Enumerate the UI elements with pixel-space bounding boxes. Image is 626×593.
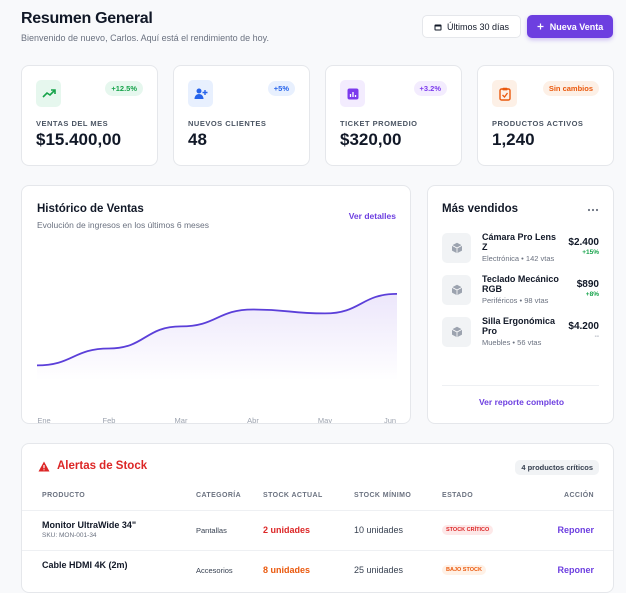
divider xyxy=(442,385,599,386)
kpi-icon xyxy=(36,80,61,107)
x-tick-label: May xyxy=(318,416,332,424)
chart-title: Histórico de Ventas xyxy=(37,203,144,215)
box-icon xyxy=(451,326,462,338)
dashboard: Resumen General Bienvenido de nuevo, Car… xyxy=(21,10,614,593)
chart-link[interactable]: Ver detalles xyxy=(348,211,396,221)
icon xyxy=(194,88,207,99)
stock-current: 8 unidades xyxy=(263,565,311,575)
date-range-button[interactable]: Últimos 30 días xyxy=(422,15,521,38)
kpi-icon xyxy=(492,80,517,107)
stock-current: 2 unidades xyxy=(263,525,311,535)
product-name: Cable HDMI 4K (2m) xyxy=(42,560,128,570)
row-divider xyxy=(22,550,613,551)
calendar-icon xyxy=(434,24,442,30)
kpi-icon xyxy=(340,80,365,107)
line-chart: Ene Feb Mar Abr May Jun xyxy=(36,293,398,424)
product-name: Cámara Pro Lens Z xyxy=(482,232,557,252)
area xyxy=(37,293,397,381)
kpi-change: +12.5% xyxy=(105,81,143,96)
restock-action[interactable]: Reponer xyxy=(557,565,594,575)
kpi-label: PRODUCTOS ACTIVOS xyxy=(492,119,584,128)
sales-chart-card: Histórico de Ventas Evolución de ingreso… xyxy=(21,185,411,424)
product-sku: SKU: MON-001-34 xyxy=(42,532,97,539)
kpi-value: 1,240 xyxy=(492,130,535,149)
product-change: -- xyxy=(594,333,599,340)
x-tick-label: Ene xyxy=(37,416,50,424)
product-price: $890 xyxy=(576,279,599,290)
kpi-change: +3.2% xyxy=(413,81,447,96)
kpi-icon xyxy=(188,80,213,107)
x-tick-label: Mar xyxy=(175,416,188,424)
chart-subtitle: Evolución de ingresos en los últimos 6 m… xyxy=(37,220,209,230)
kpi-value: $15.400,00 xyxy=(36,130,122,149)
icon xyxy=(498,87,511,101)
category: Pantallas xyxy=(196,526,227,535)
column-header: CATEGORÍA xyxy=(196,492,242,499)
date-range-label: Últimos 30 días xyxy=(446,21,510,32)
page: Resumen General {"header": {"title": "Re… xyxy=(21,10,614,593)
stock-minimum: 25 unidades xyxy=(354,565,404,575)
status-pill: STOCK CRÍTICO xyxy=(442,525,494,535)
new-sale-label: Nueva Venta xyxy=(549,21,604,32)
product-name: Monitor UltraWide 34" xyxy=(42,520,137,530)
product-price: $2.400 xyxy=(568,237,599,248)
kpi-label: VENTAS DEL MES xyxy=(36,119,109,128)
x-tick-label: Abr xyxy=(247,416,259,424)
product-meta: Periféricos • 98 vtas xyxy=(482,296,549,305)
product-change: +15% xyxy=(582,249,599,256)
kpi-card: +12.5% VENTAS DEL MES $15.400,00 xyxy=(21,65,158,166)
more-icon[interactable] xyxy=(587,208,599,212)
product-icon xyxy=(442,317,471,347)
stock-alerts-card: Alertas de Stock 4 productos críticos PR… xyxy=(21,443,614,593)
stock-alerts-title: Alertas de Stock xyxy=(57,460,148,472)
kpi-value: $320,00 xyxy=(340,130,402,149)
plus-icon xyxy=(537,23,544,30)
icon xyxy=(347,88,358,99)
kpi-change: +5% xyxy=(267,81,295,96)
category: Accesorios xyxy=(196,566,233,575)
row-divider xyxy=(22,510,613,511)
report-link[interactable]: Ver reporte completo xyxy=(478,397,565,407)
product-icon xyxy=(442,233,471,263)
kpi-card: Sin cambios PRODUCTOS ACTIVOS 1,240 xyxy=(477,65,614,166)
column-header: STOCK MÍNIMO xyxy=(354,492,412,499)
column-header: STOCK ACTUAL xyxy=(263,492,323,499)
warning-icon xyxy=(38,461,50,472)
product-meta: Electrónica • 142 vtas xyxy=(482,254,555,263)
critical-badge: 4 productos críticos xyxy=(515,460,599,475)
product-change: +8% xyxy=(585,291,599,298)
product-icon xyxy=(442,275,471,305)
kpi-value: 48 xyxy=(188,130,207,149)
kpi-label: TICKET PROMEDIO xyxy=(340,119,418,128)
product-name: Silla Ergonómica Pro xyxy=(482,316,556,336)
page-subtitle: Bienvenido de nuevo, Carlos. Aquí está e… xyxy=(21,33,269,43)
box-icon xyxy=(451,242,462,254)
kpi-label: NUEVOS CLIENTES xyxy=(188,119,267,128)
box-icon xyxy=(451,284,462,296)
x-tick-label: Jun xyxy=(384,416,396,424)
column-header: ESTADO xyxy=(442,492,474,499)
sales-line xyxy=(36,293,398,367)
kpi-card: +5% NUEVOS CLIENTES 48 xyxy=(173,65,310,166)
column-header: ACCIÓN xyxy=(563,492,594,499)
stock-minimum: 10 unidades xyxy=(354,525,404,535)
kpi-card: +3.2% TICKET PROMEDIO $320,00 xyxy=(325,65,462,166)
kpi-change: Sin cambios xyxy=(542,81,599,96)
page-title: Resumen General xyxy=(21,10,153,27)
product-name: Teclado Mecánico RGB xyxy=(482,274,559,294)
top-sellers-title: Más vendidos xyxy=(442,203,519,215)
product-meta: Muebles • 56 vtas xyxy=(482,338,542,347)
new-sale-button[interactable]: Nueva Venta xyxy=(527,15,613,38)
restock-action[interactable]: Reponer xyxy=(557,525,594,535)
top-sellers-card: Más vendidos Ver reporte completo Cámara… xyxy=(427,185,614,424)
status-pill: BAJO STOCK xyxy=(442,565,486,575)
icon xyxy=(41,88,56,98)
product-price: $4.200 xyxy=(568,321,599,332)
x-tick-label: Feb xyxy=(103,416,116,424)
column-header: PRODUCTO xyxy=(42,492,86,499)
